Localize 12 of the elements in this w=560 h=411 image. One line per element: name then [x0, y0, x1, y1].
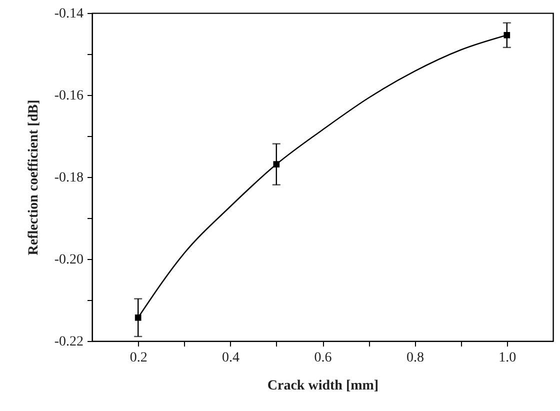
- y-tick-label: -0.14: [54, 6, 84, 22]
- x-tick-label: 0.6: [314, 350, 332, 366]
- x-tick-label: 0.8: [406, 350, 424, 366]
- y-tick-label: -0.18: [54, 170, 84, 186]
- y-tick-label: -0.22: [54, 334, 84, 350]
- y-axis-title: Reflection coefficient [dB]: [26, 100, 42, 256]
- x-tick-label: 0.4: [222, 350, 240, 366]
- y-tick-label: -0.16: [54, 88, 84, 104]
- y-tick-label: -0.20: [54, 252, 84, 268]
- x-axis-title: Crack width [mm]: [267, 378, 379, 394]
- x-tick-label: 0.2: [130, 350, 148, 366]
- x-tick-label: 1.0: [498, 350, 516, 366]
